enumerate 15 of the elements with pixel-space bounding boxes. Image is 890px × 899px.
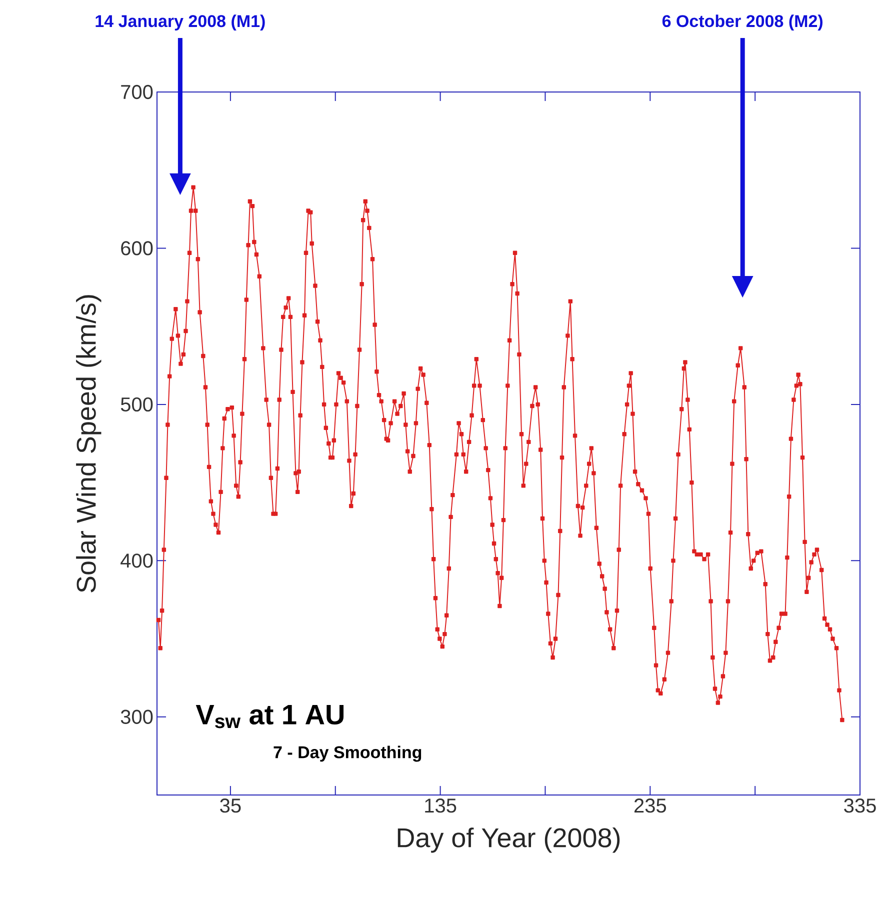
x-tick-label: 335 bbox=[844, 798, 876, 813]
y-axis-title: Solar Wind Speed (km/s) bbox=[76, 295, 102, 592]
y-tick-label: 700 bbox=[121, 84, 153, 100]
x-tick-label: 35 bbox=[220, 798, 241, 813]
text: 14 January 2008 (M1) bbox=[96, 14, 265, 30]
x-axis-title: Day of Year (2008) bbox=[398, 828, 620, 853]
annotation: 7 - Day Smoothing bbox=[274, 746, 422, 762]
y-tick-label: 300 bbox=[120, 710, 153, 724]
y-tick-label: 600 bbox=[121, 241, 153, 256]
x-tick-label: 235 bbox=[634, 798, 666, 813]
y-tick-label: 400 bbox=[120, 554, 153, 568]
text: 6 October 2008 (M2) bbox=[662, 14, 822, 30]
x-tick-label: 135 bbox=[425, 798, 456, 813]
y-tick-label: 500 bbox=[120, 397, 153, 412]
annotation: V$_{sw}$ at 1 AU bbox=[196, 705, 344, 728]
